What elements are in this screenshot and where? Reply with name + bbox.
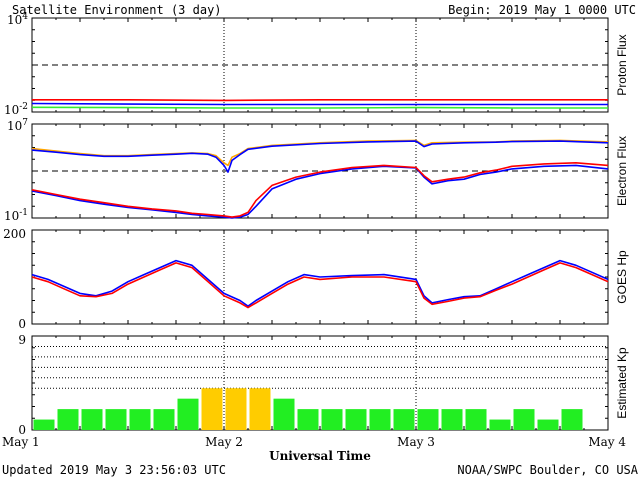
- series-line-red: [32, 99, 608, 102]
- kp-bar: [417, 409, 439, 430]
- series-line-red: [31, 162, 609, 218]
- kp-bar: [249, 388, 271, 430]
- y-tick-label: 0: [18, 423, 26, 437]
- y-axis-label: GOES Hp: [615, 250, 629, 304]
- kp-bar: [561, 409, 583, 430]
- panel-proton: 104 10-2 Proton Flux: [4, 12, 629, 117]
- y-tick-label: 0: [18, 317, 26, 331]
- header-title: Satellite Environment (3 day): [12, 3, 222, 17]
- series-line-blue: [31, 102, 608, 106]
- kp-bar: [273, 398, 295, 430]
- y-axis-label: Electron Flux: [615, 136, 629, 206]
- kp-bar: [105, 409, 127, 430]
- kp-bar: [369, 409, 391, 430]
- x-tick-label: May 1: [2, 435, 40, 449]
- y-tick-label: 107: [7, 118, 28, 133]
- series-line-red: [31, 262, 609, 309]
- kp-bar: [201, 388, 223, 430]
- y-tick-label: 10-1: [4, 208, 28, 223]
- kp-bar: [441, 409, 463, 430]
- y-tick-label: 200: [3, 227, 26, 241]
- x-axis-title: Universal Time: [269, 449, 371, 463]
- panel-goes_hp: 200 0 GOES Hp: [3, 227, 629, 331]
- series-line-blue: [31, 259, 609, 307]
- kp-bar: [129, 409, 151, 430]
- kp-bar: [57, 409, 79, 430]
- kp-bar: [81, 409, 103, 430]
- series-line-green: [31, 106, 608, 109]
- kp-bar: [465, 409, 487, 430]
- kp-bar: [153, 409, 175, 430]
- header-begin: Begin: 2019 May 1 0000 UTC: [448, 3, 636, 17]
- x-tick-label: May 3: [397, 435, 435, 449]
- y-tick-label: 10-2: [4, 102, 28, 117]
- kp-bar: [225, 388, 247, 430]
- kp-bar: [345, 409, 367, 430]
- footer-credit: NOAA/SWPC Boulder, CO USA: [457, 463, 638, 477]
- kp-bar: [489, 419, 511, 430]
- kp-bar: [513, 409, 535, 430]
- panel-frame: [31, 123, 609, 219]
- series-line-blue: [31, 140, 609, 173]
- footer-updated: Updated 2019 May 3 23:56:03 UTC: [2, 463, 226, 477]
- x-tick-label: May 2: [205, 435, 243, 449]
- y-tick-label: 9: [18, 333, 26, 347]
- kp-bar: [177, 398, 199, 430]
- panel-frame: [31, 17, 609, 113]
- kp-bar: [33, 419, 55, 430]
- series-line-blue: [31, 164, 609, 219]
- y-axis-label: Proton Flux: [615, 34, 629, 95]
- kp-bar: [393, 409, 415, 430]
- y-tick-label: 104: [7, 12, 28, 27]
- kp-bar: [537, 419, 559, 430]
- kp-bar: [297, 409, 319, 430]
- kp-bar: [321, 409, 343, 430]
- x-tick-label: May 4: [588, 435, 626, 449]
- y-axis-label: Estimated Kp: [615, 347, 629, 419]
- panel-frame: [31, 335, 609, 431]
- panel-kp: 9 0 Estimated Kp: [18, 333, 629, 437]
- panel-electron: 107 10-1 Electron Flux: [4, 118, 629, 223]
